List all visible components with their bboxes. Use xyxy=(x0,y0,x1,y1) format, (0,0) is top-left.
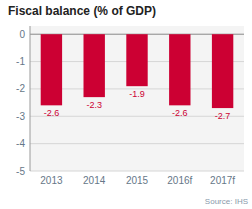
x-tick-label: 2015 xyxy=(126,175,149,186)
data-label: -2.6 xyxy=(44,108,60,118)
y-tick-label: -2 xyxy=(16,83,25,94)
source-note: Source: IHS xyxy=(205,197,248,206)
x-tick-label: 2014 xyxy=(83,175,106,186)
x-tick-label: 2013 xyxy=(40,175,63,186)
data-label: -2.7 xyxy=(215,111,231,121)
grid-line xyxy=(30,116,244,117)
y-axis-line xyxy=(30,26,31,171)
page: {"chart_data": {"type": "bar", "title": … xyxy=(0,0,252,209)
grid-line xyxy=(30,143,244,144)
data-label: -1.9 xyxy=(129,89,145,99)
data-label: -2.6 xyxy=(172,108,188,118)
chart-container: Fiscal balance (% of GDP) 0 -1 -2 -3 -4 -5 -2.6… xyxy=(0,0,252,209)
x-tick-label: 2016f xyxy=(167,175,192,186)
y-tick-label: 0 xyxy=(19,29,25,40)
y-tick-label: -3 xyxy=(16,111,25,122)
bar xyxy=(84,34,105,97)
data-label: -2.3 xyxy=(86,100,102,110)
bar xyxy=(41,34,62,105)
y-tick-label: -4 xyxy=(16,138,25,149)
x-tick-label: 2017f xyxy=(210,175,235,186)
y-tick-label: -1 xyxy=(16,56,25,67)
plot-background xyxy=(30,26,244,171)
y-tick-label: -5 xyxy=(16,166,25,177)
bar xyxy=(126,34,147,86)
grid-line xyxy=(30,171,244,172)
chart-svg: Fiscal balance (% of GDP) 0 -1 -2 -3 -4 -5 -2.6… xyxy=(0,0,252,209)
bars xyxy=(41,34,234,108)
title: Fiscal balance (% of GDP) xyxy=(8,4,156,18)
bar xyxy=(212,34,233,108)
bar xyxy=(169,34,190,105)
